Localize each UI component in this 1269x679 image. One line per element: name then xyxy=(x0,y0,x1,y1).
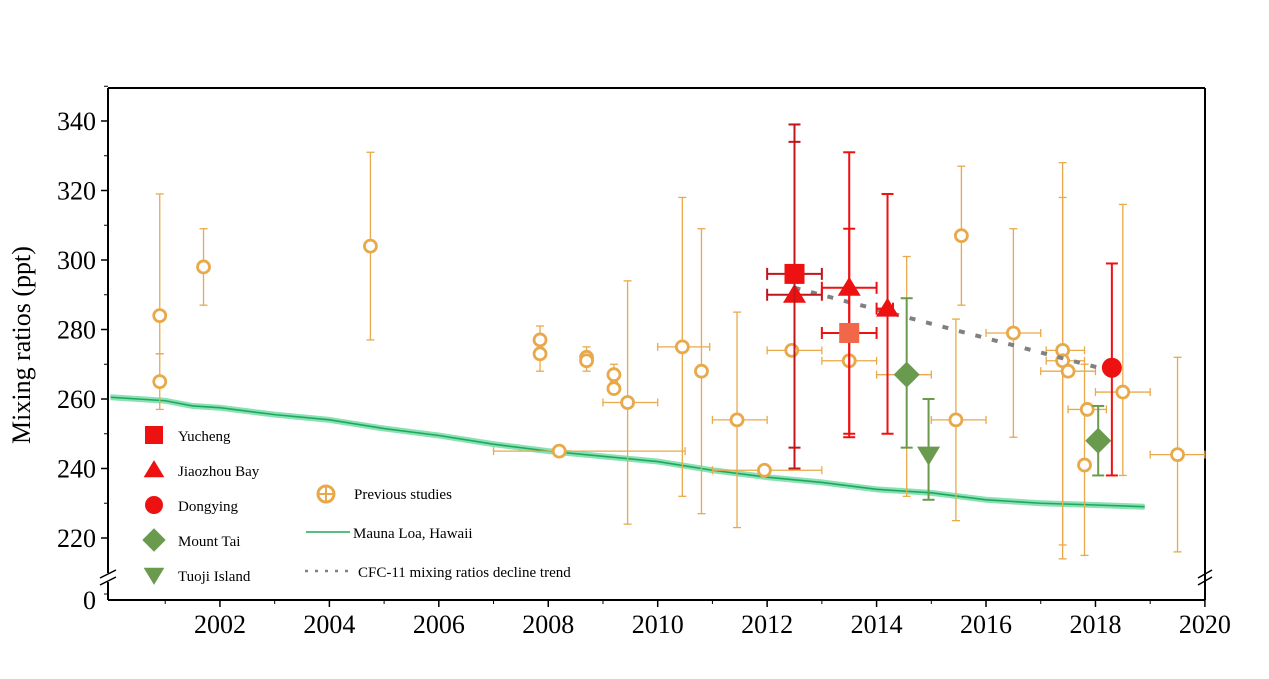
x-tick-label: 2012 xyxy=(741,610,793,639)
axis-break-mark xyxy=(1197,569,1213,579)
legend-label: Mount Tai xyxy=(178,534,240,550)
previous-studies-series xyxy=(152,151,1206,560)
previous-study-point xyxy=(1170,447,1185,463)
y-tick-label: 220 xyxy=(57,524,96,553)
legend-marker-dongying xyxy=(145,496,163,514)
previous-study-point xyxy=(363,238,378,254)
previous-study-point xyxy=(606,381,622,396)
previous-study-point xyxy=(694,363,709,379)
previous-study-point xyxy=(152,374,168,390)
legend-marker-mount-tai xyxy=(142,528,166,552)
legend-marker-yucheng xyxy=(145,426,163,444)
previous-study-point xyxy=(729,412,745,428)
dongying-point xyxy=(1101,357,1122,378)
mauna-loa-series xyxy=(110,394,1145,510)
previous-study-point xyxy=(152,308,168,324)
y-tick-label-zero: 0 xyxy=(83,586,96,615)
legend-label: CFC-11 mixing ratios decline trend xyxy=(358,565,571,581)
axis-break-mark xyxy=(1197,576,1213,586)
legend-marker-tuoji-island xyxy=(143,567,165,585)
legend-label: Yucheng xyxy=(178,429,231,445)
decline-trend-series xyxy=(793,285,1113,374)
previous-study-point xyxy=(579,353,594,369)
yucheng-point xyxy=(784,263,805,284)
legend-label: Dongying xyxy=(178,499,239,515)
axes: 220 240 260 280 300 320 340 0 2002 2004 2006 2008 20… xyxy=(57,85,1231,639)
x-tick-label: 2014 xyxy=(851,610,903,639)
previous-study-point xyxy=(1005,325,1021,341)
y-axis-label: Mixing ratios (ppt) xyxy=(7,246,36,444)
x-tick-label: 2010 xyxy=(632,610,684,639)
previous-study-point xyxy=(953,228,969,244)
mount-tai-point xyxy=(893,361,920,388)
previous-study-point xyxy=(606,367,622,383)
y-tick-label: 260 xyxy=(57,385,96,414)
mauna-loa-band xyxy=(110,394,1145,510)
legend-label: Tuoji Island xyxy=(178,569,251,585)
legend-marker-jiaozhou-bay xyxy=(143,460,165,478)
decline-trend-line xyxy=(793,285,1113,374)
x-tick-label: 2018 xyxy=(1069,610,1121,639)
previous-study-point xyxy=(1115,384,1131,400)
mauna-loa-line xyxy=(110,396,1145,508)
axis-break-mark xyxy=(99,569,117,579)
previous-study-point xyxy=(1079,402,1095,417)
previous-study-point xyxy=(532,346,548,362)
y-tick-label: 280 xyxy=(57,316,96,345)
previous-study-point xyxy=(196,259,211,275)
previous-study-point xyxy=(532,332,548,348)
x-tick-label: 2002 xyxy=(194,610,246,639)
axis-break-mark xyxy=(99,576,117,586)
y-tick-label: 300 xyxy=(57,246,96,275)
jiaozhou-bay-point xyxy=(876,297,900,317)
x-tick-label: 2016 xyxy=(960,610,1012,639)
previous-study-point xyxy=(948,412,964,428)
y-tick-label: 320 xyxy=(57,177,96,206)
previous-study-point xyxy=(674,339,690,355)
previous-study-point xyxy=(620,395,636,410)
legend-label: Previous studies xyxy=(354,487,452,503)
site-series xyxy=(766,123,1122,501)
x-tick-label: 2004 xyxy=(303,610,355,639)
previous-study-point xyxy=(1077,457,1092,473)
legend: Yucheng Jiaozhou Bay Dongying Mount Tai Tuoj… xyxy=(142,426,571,585)
y-tick-label: 340 xyxy=(57,107,96,136)
previous-study-point xyxy=(1060,363,1076,379)
previous-study-point xyxy=(784,342,800,358)
x-tick-label: 2006 xyxy=(413,610,465,639)
tuoji-island-point xyxy=(917,446,941,466)
y-tick-label: 240 xyxy=(57,455,96,484)
legend-label: Mauna Loa, Hawaii xyxy=(353,526,473,542)
x-tick-label: 2008 xyxy=(522,610,574,639)
mount-tai-point xyxy=(1085,427,1112,454)
x-tick-label: 2020 xyxy=(1179,610,1231,639)
legend-label: Jiaozhou Bay xyxy=(178,464,260,480)
previous-study-point xyxy=(551,443,567,459)
previous-study-point xyxy=(757,462,772,478)
yucheng-point xyxy=(839,322,860,343)
